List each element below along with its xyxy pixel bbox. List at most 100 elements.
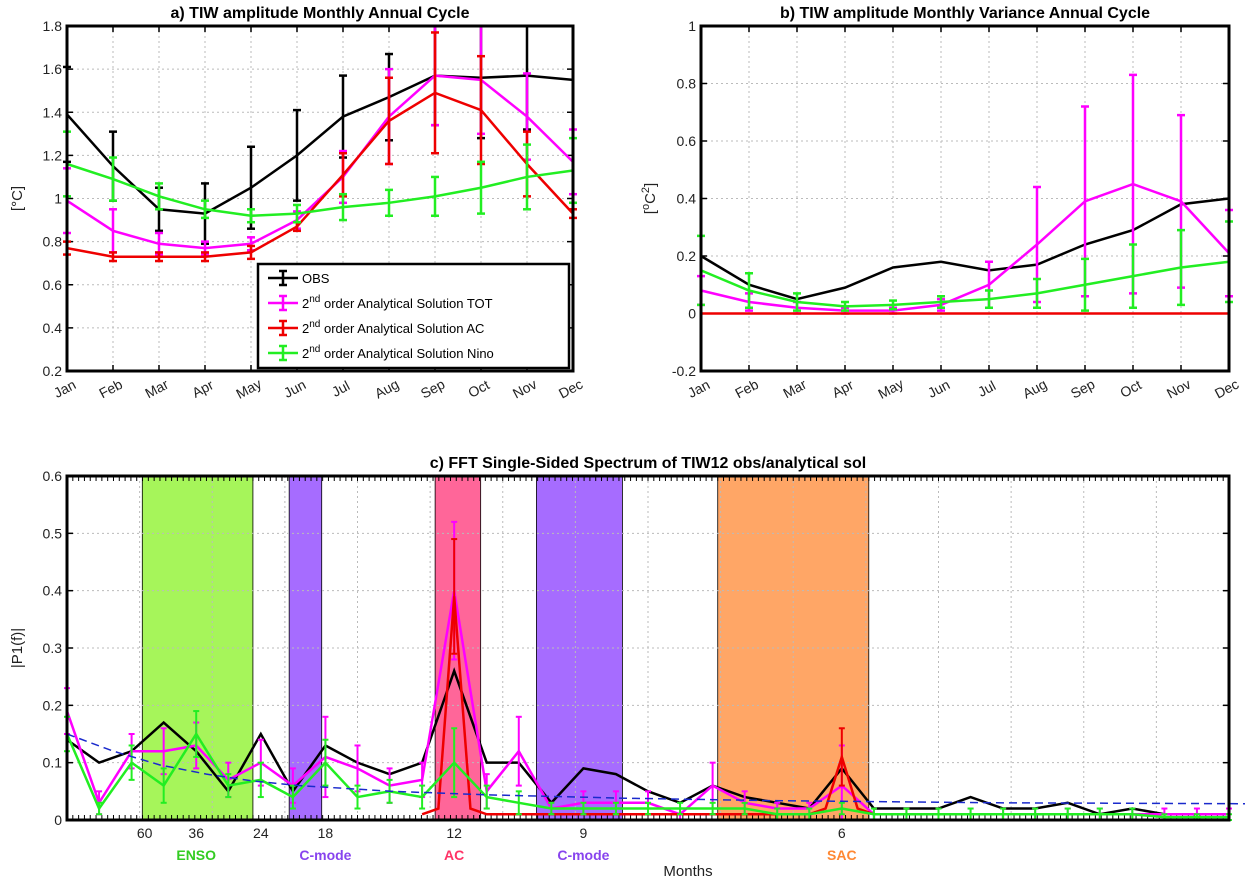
- a-xtick-label-jun: Jun: [281, 376, 308, 401]
- a-series-3-line: [66, 162, 574, 218]
- c-xtick-label-36: 36: [188, 825, 204, 841]
- a-legend-sup: nd: [309, 344, 320, 355]
- a-xtick-label-feb: Feb: [96, 376, 125, 402]
- b-ytick-label: 0.4: [677, 191, 697, 207]
- a-series-2-line: [66, 91, 574, 258]
- c-ytick-label: 0.2: [43, 697, 63, 713]
- a-legend-pre: 2: [302, 321, 309, 336]
- b-ylabel-sup1: o: [640, 204, 652, 210]
- b-ylabel-sup2: 2: [640, 187, 652, 193]
- a-title: a) TIW amplitude Monthly Annual Cycle: [171, 5, 470, 22]
- panel-a-annual-cycle: Jan Feb Mar Apr May Jun Jul Aug Sep Oct Nov Dec 0.2 0…: [9, 5, 585, 402]
- a-series-1-line: [66, 74, 574, 250]
- a-xtick-label-nov: Nov: [510, 376, 540, 402]
- a-ytick-label: 1.6: [43, 61, 63, 77]
- b-title: b) TIW amplitude Monthly Variance Annual…: [780, 5, 1150, 22]
- b-xtick-label-dec: Dec: [1212, 376, 1242, 402]
- a-ytick-label: 1.2: [43, 147, 63, 163]
- b-ytick-label: 0.6: [677, 133, 697, 149]
- a-ytick-label: 1.8: [43, 18, 63, 34]
- a-legend-label-0: OBS: [302, 271, 330, 286]
- a-xtick-label-apr: Apr: [189, 376, 216, 401]
- b-ytick-label: 1: [688, 18, 696, 34]
- c-band-label-c-mode: C-mode: [557, 847, 609, 863]
- a-frame: [65, 24, 575, 373]
- c-xtick-label-6: 6: [838, 825, 846, 841]
- a-ytick-label: 1.4: [43, 104, 63, 120]
- a-xtick-label-mar: Mar: [142, 376, 171, 402]
- a-xtick-label-jul: Jul: [329, 377, 352, 400]
- b-xtick-label-nov: Nov: [1164, 376, 1194, 402]
- b-xtick-label-oct: Oct: [1117, 376, 1144, 400]
- b-xtick-label-mar: Mar: [780, 376, 809, 402]
- b-ylabel-mid: C: [642, 193, 659, 204]
- b-ytick-label: 0.2: [677, 248, 697, 264]
- c-xtick-label-18: 18: [318, 825, 334, 841]
- c-band-c-mode: [536, 475, 623, 821]
- a-xtick-label-sep: Sep: [418, 376, 448, 402]
- panel-c-fft-spectrum: ENSO C-mode AC C-mode SAC 0 0.1 0.2 0.3 0.4 0.5 0.6…: [9, 455, 1245, 880]
- c-band-label-c-mode: C-mode: [299, 847, 351, 863]
- a-xtick-label-may: May: [233, 375, 264, 402]
- a-legend-post: order Analytical Solution Nino: [320, 346, 493, 361]
- a-legend-sup: nd: [309, 319, 320, 330]
- b-ylabel: [oC2]: [640, 183, 659, 214]
- c-ytick-label: 0.1: [43, 755, 63, 771]
- c-ytick-label: 0: [54, 812, 62, 828]
- a-ytick-label: 1: [54, 191, 62, 207]
- c-title: c) FFT Single-Sided Spectrum of TIW12 ob…: [430, 455, 867, 472]
- c-xtick-label-9: 9: [579, 825, 587, 841]
- a-series-0-line: [66, 74, 574, 215]
- a-xtick-label-aug: Aug: [372, 376, 402, 402]
- c-series-fit-line: [66, 733, 1245, 805]
- b-ylabel-post: ]: [642, 183, 659, 187]
- a-xtick-label-oct: Oct: [465, 376, 492, 400]
- b-series-1-line: [700, 182, 1230, 312]
- c-ytick-label: 0.6: [43, 468, 63, 484]
- c-band-label-ac: AC: [444, 847, 464, 863]
- a-ylabel: [°C]: [9, 186, 26, 211]
- a-legend-label-2: 2nd order Analytical Solution AC: [302, 319, 484, 336]
- a-legend-pre: 2: [302, 296, 309, 311]
- b-xtick-label-jun: Jun: [925, 376, 952, 401]
- c-xtick-label-12: 12: [446, 825, 462, 841]
- c-ytick-label: 0.3: [43, 640, 63, 656]
- b-series-0-line: [700, 197, 1230, 301]
- b-xtick-label-apr: Apr: [829, 376, 856, 401]
- a-legend-post: order Analytical Solution TOT: [320, 296, 492, 311]
- a-ytick-label: 0.2: [43, 363, 63, 379]
- a-xtick-label-jan: Jan: [51, 376, 78, 401]
- c-band-c-mode: [288, 475, 323, 821]
- b-xtick-label-aug: Aug: [1020, 376, 1050, 402]
- c-xtick-label-24: 24: [253, 825, 269, 841]
- b-xtick-label-feb: Feb: [732, 376, 761, 402]
- a-ytick-label: 0.4: [43, 320, 63, 336]
- c-ytick-label: 0.5: [43, 525, 63, 541]
- b-xtick-label-may: May: [875, 375, 906, 402]
- a-legend-label-1: 2nd order Analytical Solution TOT: [302, 294, 493, 311]
- a-ytick-label: 0.6: [43, 277, 63, 293]
- c-xlabel: Months: [663, 863, 712, 880]
- b-ylabel-pre: [: [642, 209, 659, 214]
- c-band-label-sac: SAC: [827, 847, 857, 863]
- c-ytick-label: 0.4: [43, 583, 63, 599]
- a-legend-box: [256, 262, 571, 370]
- c-band-label-enso: ENSO: [176, 847, 216, 863]
- b-ytick-label: 0.8: [677, 76, 697, 92]
- a-legend-post: order Analytical Solution AC: [320, 321, 484, 336]
- b-xtick-label-sep: Sep: [1068, 376, 1098, 402]
- b-series-3-line: [700, 260, 1230, 308]
- b-xtick-label-jan: Jan: [685, 376, 712, 401]
- a-ytick-label: 0.8: [43, 234, 63, 250]
- b-ytick-label: -0.2: [672, 363, 696, 379]
- c-ylabel: |P1(f)|: [9, 628, 26, 668]
- b-frame: [699, 24, 1231, 373]
- a-legend-sup: nd: [309, 294, 320, 305]
- b-ytick-label: 0: [688, 306, 696, 322]
- panel-b-variance-cycle: Jan Feb Mar Apr May Jun Jul Aug Sep Oct Nov Dec -0.2…: [640, 5, 1241, 402]
- b-xtick-label-jul: Jul: [975, 377, 998, 400]
- a-legend-pre: 2: [302, 346, 309, 361]
- c-frame: [65, 474, 1231, 822]
- a-legend-label-3: 2nd order Analytical Solution Nino: [302, 344, 494, 361]
